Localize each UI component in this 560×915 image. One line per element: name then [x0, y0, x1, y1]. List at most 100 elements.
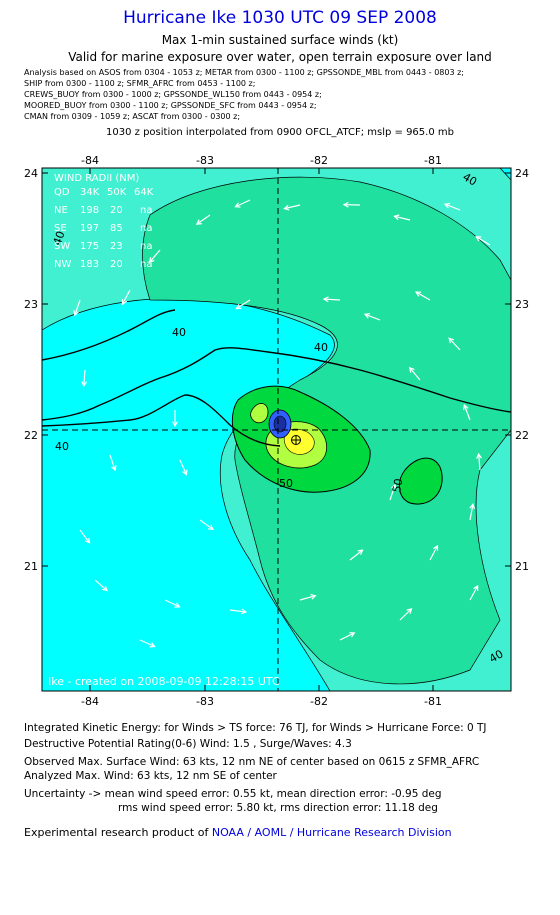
source-line: MOORED_BUOY from 0300 - 1100 z; GPSSONDE… [24, 101, 317, 110]
plot-frame [41, 167, 512, 692]
wind-vector-arrow [236, 299, 251, 310]
source-line: SHIP from 0300 - 1100 z; SFMR_AFRC from … [24, 79, 256, 88]
wind-vector-arrow [399, 608, 412, 621]
wind-vector-arrowhead [172, 421, 178, 428]
contour-label: 50 [279, 477, 293, 490]
wind-vector-arrowhead [469, 503, 476, 510]
lon-label-bottom: -82 [310, 695, 328, 705]
wind-vector-arrowhead [283, 204, 290, 211]
wind-vector-arrowhead [415, 291, 422, 297]
wind-radii-cell: NW [54, 259, 71, 270]
wind-vector-arrowhead [207, 524, 214, 531]
chart-title: Hurricane Ike 1030 UTC 09 SEP 2008 [123, 8, 437, 28]
cuba-coastline [42, 347, 511, 447]
ike-line: Integrated Kinetic Energy: for Winds > T… [24, 722, 487, 734]
wind-vector-arrowhead [322, 296, 329, 303]
contour-label: 40 [172, 326, 186, 339]
wind-vector-arrowhead [443, 202, 451, 209]
wind-vector-arrow [463, 404, 471, 421]
lat-label-right: 22 [515, 429, 529, 442]
wind-vector-arrowhead [121, 299, 127, 306]
wind-vector-arrowhead [102, 585, 108, 592]
wind-vector-arrowhead [408, 366, 415, 373]
chart-subtitle: Max 1-min sustained surface winds (kt) [161, 33, 399, 47]
wind-max-north [250, 403, 269, 424]
lat-label-left: 21 [24, 560, 38, 573]
wind-vector-arrowhead [310, 594, 317, 600]
wind-vector-arrowhead [393, 214, 400, 221]
contour-label: 40 [314, 341, 328, 354]
wind-vector-arrow [299, 595, 316, 601]
lon-label-bottom: -81 [424, 695, 442, 705]
dpr-line: Destructive Potential Rating(0-6) Wind: … [24, 738, 352, 750]
lat-label-left: 23 [24, 298, 38, 311]
source-line: Analysis based on ASOS from 0304 - 1053 … [24, 68, 464, 77]
wind-vector-arrow [339, 632, 355, 641]
wind-radii-cell: 23 [110, 241, 123, 252]
wind-vector-arrow [389, 484, 396, 501]
calm-core-inner [273, 415, 287, 433]
validity-note: Valid for marine exposure over water, op… [68, 50, 492, 64]
wind-region-east [398, 457, 443, 505]
wind-radii-header: QD [54, 187, 70, 198]
wind-vector-arrow [469, 504, 474, 521]
wind-vector-arrowhead [363, 313, 371, 319]
wind-radii-table: WIND RADII (NM) QD 34K 50K 64K NE 198 20… [54, 173, 154, 270]
wind-radii-header: 64K [134, 187, 154, 198]
wind-radii-title: WIND RADII (NM) [54, 173, 139, 184]
wind-vector-arrow [415, 291, 431, 301]
wind-vector-arrowhead [476, 452, 482, 459]
map-credit: Ike - created on 2008-09-09 12:28:15 UTC [48, 675, 280, 688]
wind-radii-cell: na [140, 259, 152, 270]
florida-keys-coastline [42, 309, 176, 361]
wind-radii-cell: 183 [80, 259, 99, 270]
wind-vector-arrowhead [342, 201, 349, 208]
wind-analysis-map: 40 40 40 40 40 50 50 40 WIND RADII (NM) … [24, 154, 529, 705]
wind-vector-arrowhead [73, 310, 79, 317]
lon-label-top: -84 [81, 154, 99, 167]
contour-label: 40 [487, 647, 506, 665]
uncertainty-line: Uncertainty -> mean wind speed error: 0.… [24, 788, 442, 800]
wind-vectors [73, 199, 491, 648]
wind-vector-arrow [83, 369, 86, 386]
wind-vector-arrow [469, 585, 479, 601]
wind-vector-arrow [475, 236, 491, 246]
wind-vector-arrow [94, 579, 108, 591]
wind-radii-cell: NE [54, 205, 68, 216]
lat-label-right: 24 [515, 167, 529, 180]
wind-vector-arrow [121, 289, 131, 305]
wind-vector-arrowhead [84, 537, 91, 544]
wind-radii-cell: 20 [110, 259, 123, 270]
wind-radii-cell: na [140, 241, 152, 252]
wind-vector-arrowhead [473, 584, 479, 591]
wind-vector-arrow [74, 299, 81, 316]
wind-vector-arrowhead [234, 202, 241, 208]
wind-vector-arrow [235, 199, 251, 208]
wind-vector-arrowhead [463, 403, 469, 411]
lat-label-left: 22 [24, 429, 38, 442]
lat-label-left: 24 [24, 167, 38, 180]
wind-radii-cell: na [140, 205, 152, 216]
product-credit: Experimental research product of NOAA / … [24, 826, 452, 839]
lon-label-top: -82 [310, 154, 328, 167]
wind-vector-arrow [109, 454, 116, 471]
source-line: CMAN from 0309 - 1059 z; ASCAT from 0300… [24, 112, 241, 121]
wind-radii-cell: 198 [80, 205, 99, 216]
lon-label-top: -83 [196, 154, 214, 167]
wind-vector-arrowhead [448, 337, 455, 344]
wind-radii-header: 34K [80, 187, 100, 198]
wind-vector-arrowhead [432, 544, 439, 551]
source-line: CREWS_BUOY from 0300 - 1000 z; GPSSONDE_… [24, 90, 322, 99]
hrd-link[interactable]: NOAA / AOML / Hurricane Research Divisio… [211, 826, 452, 839]
wind-vector-arrowhead [81, 381, 88, 388]
lon-label-bottom: -84 [81, 695, 99, 705]
wind-vector-arrowhead [195, 219, 202, 225]
lon-label-bottom: -83 [196, 695, 214, 705]
wind-vector-arrow [164, 599, 180, 608]
wind-vector-arrow [409, 367, 421, 381]
wind-vector-arrowhead [174, 602, 181, 608]
wind-vector-arrow [323, 298, 341, 301]
wind-vector-arrow [179, 459, 188, 475]
wind-radii-cell: na [140, 223, 152, 234]
observed-max-line: Observed Max. Surface Wind: 63 kts, 12 n… [24, 756, 480, 768]
